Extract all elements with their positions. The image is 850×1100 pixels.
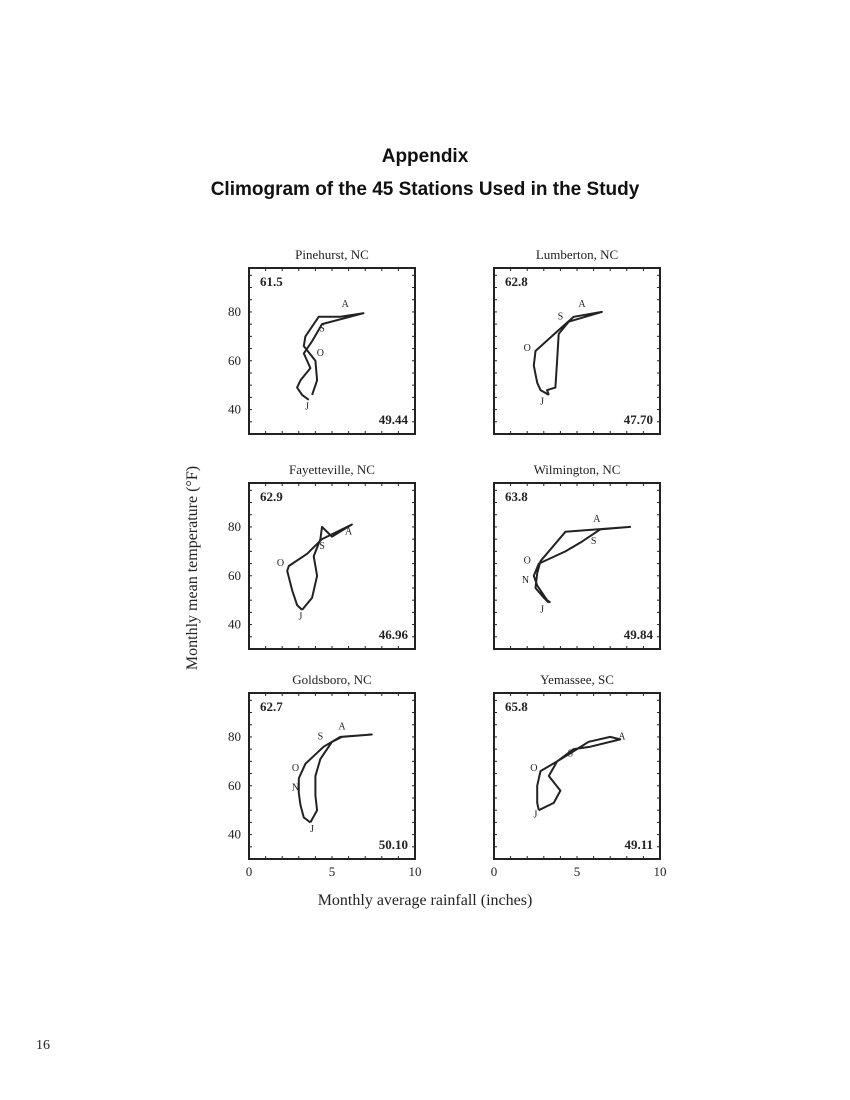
y-tick-label: 60 [228,353,241,368]
month-label: S [591,536,597,547]
y-tick-label: 40 [228,827,241,842]
mean-temperature-label: 62.9 [260,489,283,504]
y-tick-label: 40 [228,617,241,632]
y-tick-label: 80 [228,304,241,319]
month-label: J [299,612,303,623]
month-label: O [530,763,537,774]
panel-2: Fayetteville, NC 40 60 80 62.9 46.96 A S O J [228,462,416,650]
month-label: O [524,556,531,567]
month-label: O [524,343,531,354]
annual-rainfall-label: 46.96 [379,627,409,642]
month-label: N [522,575,529,586]
climograph-line [532,525,632,604]
month-label: S [318,731,324,742]
y-tick-label: 80 [228,729,241,744]
panel-title: Wilmington, NC [534,462,621,477]
x-tick-label: 5 [574,864,581,879]
month-label: S [319,323,325,334]
month-label: A [345,526,353,537]
y-tick-label: 80 [228,519,241,534]
month-label: N [292,783,299,794]
appendix-heading: Appendix [381,146,469,167]
month-label: A [618,731,626,742]
mean-temperature-label: 62.8 [505,274,528,289]
month-label: A [593,514,601,525]
x-tick-label: 0 [246,864,253,879]
plot-frame [248,692,416,860]
month-label: S [319,541,325,552]
annual-rainfall-label: 50.10 [379,837,408,852]
mean-temperature-label: 61.5 [260,274,283,289]
month-label: A [338,722,346,733]
month-label: O [277,558,284,569]
mean-temperature-label: 63.8 [505,489,528,504]
month-label: J [534,810,538,821]
mean-temperature-label: 62.7 [260,699,283,714]
month-label: O [317,348,324,359]
plot-frame [493,482,661,650]
x-tick-label: 0 [491,864,498,879]
panel-title: Yemassee, SC [540,672,614,687]
month-label: O [292,763,299,774]
figure-subtitle: Climogram of the 45 Stations Used in the… [210,179,640,200]
climograph-line [286,523,353,611]
climograph-line [296,312,365,401]
climograph-line [536,735,622,812]
plot-frame [248,267,416,435]
month-label: S [568,748,574,759]
page-number: 16 [36,1038,50,1053]
annual-rainfall-label: 49.84 [624,627,654,642]
x-tick-label: 5 [329,864,336,879]
panel-title: Pinehurst, NC [295,247,369,262]
annual-rainfall-label: 47.70 [624,412,653,427]
panel-1: Lumberton, NC 62.8 47.70 A S O J [493,247,661,435]
panel-title: Fayetteville, NC [289,462,375,477]
plot-frame [248,482,416,650]
mean-temperature-label: 65.8 [505,699,528,714]
annual-rainfall-label: 49.11 [624,837,653,852]
y-axis-label: Monthly mean temperature (°F) [184,466,201,670]
plot-frame [493,267,661,435]
month-label: J [540,604,544,615]
x-axis-label: Monthly average rainfall (inches) [318,892,533,909]
month-label: A [342,299,350,310]
y-tick-label: 60 [228,778,241,793]
month-label: J [310,824,314,835]
month-label: J [305,402,309,413]
panel-3: Wilmington, NC 63.8 49.84 AS ON J [493,462,661,650]
y-tick-label: 40 [228,402,241,417]
plot-frame [493,692,661,860]
panel-title: Goldsboro, NC [292,672,371,687]
month-label: A [578,299,586,310]
month-label: J [540,397,544,408]
y-tick-label: 60 [228,568,241,583]
month-label: S [558,311,564,322]
climograph-line [297,733,373,824]
panel-4: Goldsboro, NC 40 60 80 0 5 10 62.7 50.10 A S ON J [228,672,422,879]
panel-5: Yemassee, SC 0 5 10 65.8 49.11 A S O J [491,672,667,879]
panel-0: Pinehurst, NC 40 60 80 61.5 49.44 A S O J [228,247,416,435]
x-tick-label: 10 [654,864,667,879]
panel-title: Lumberton, NC [536,247,618,262]
annual-rainfall-label: 49.44 [379,412,409,427]
x-tick-label: 10 [409,864,422,879]
climograph-line [532,310,603,396]
